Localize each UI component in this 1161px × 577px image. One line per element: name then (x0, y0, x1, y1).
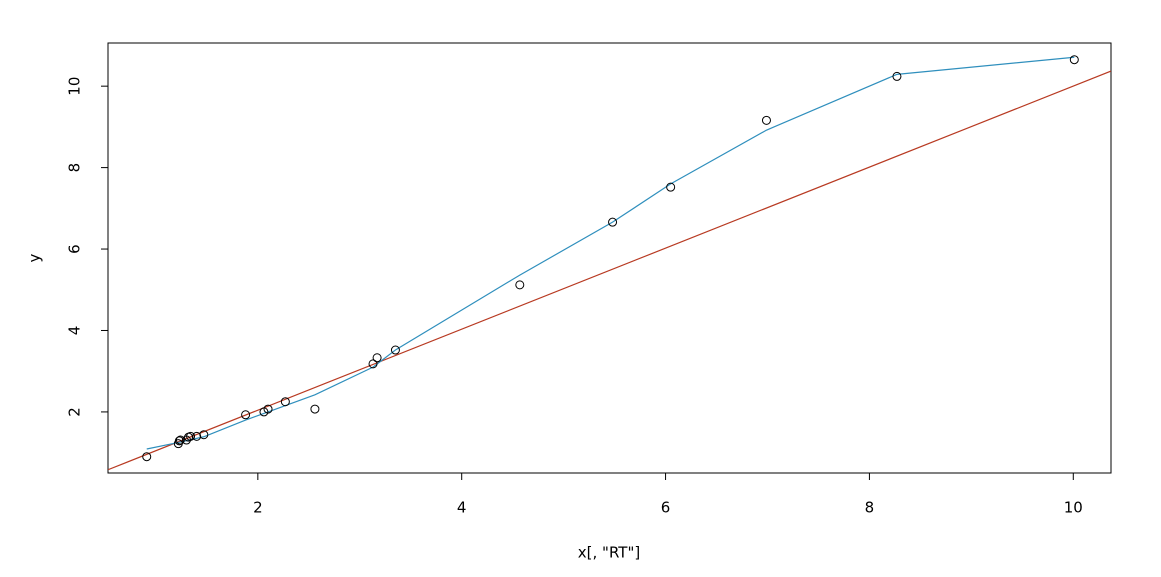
y-axis-label: y (26, 253, 44, 262)
data-point (761, 115, 771, 125)
x-tick-label: 4 (457, 499, 467, 517)
fit-line (146, 56, 1075, 450)
data-point (368, 359, 378, 369)
data-point (192, 431, 202, 441)
data-point (241, 410, 251, 420)
y-tick-label: 2 (66, 407, 84, 417)
data-point (175, 435, 185, 445)
fit-line (108, 70, 1111, 471)
x-axis-label: x[, "RT"] (578, 544, 640, 562)
x-tick-label: 10 (1064, 499, 1083, 517)
data-point (142, 452, 152, 462)
data-point (372, 353, 382, 363)
y-tick-label: 4 (66, 326, 84, 336)
y-tick-label: 10 (66, 77, 84, 96)
data-point (310, 404, 320, 414)
data-point (1069, 55, 1079, 65)
data-point (174, 436, 184, 446)
y-tick-label: 6 (66, 244, 84, 254)
data-point (280, 397, 290, 407)
data-point (666, 182, 676, 192)
data-point (515, 280, 525, 290)
plot-frame (107, 42, 1112, 474)
data-point (892, 71, 902, 81)
x-tick-label: 8 (865, 499, 875, 517)
data-point (263, 404, 273, 414)
x-tick-label: 6 (661, 499, 671, 517)
data-point (186, 431, 196, 441)
data-point (390, 345, 400, 355)
data-point (199, 430, 209, 440)
x-tick-label: 2 (253, 499, 263, 517)
data-point (608, 217, 618, 227)
y-tick-label: 8 (66, 163, 84, 173)
